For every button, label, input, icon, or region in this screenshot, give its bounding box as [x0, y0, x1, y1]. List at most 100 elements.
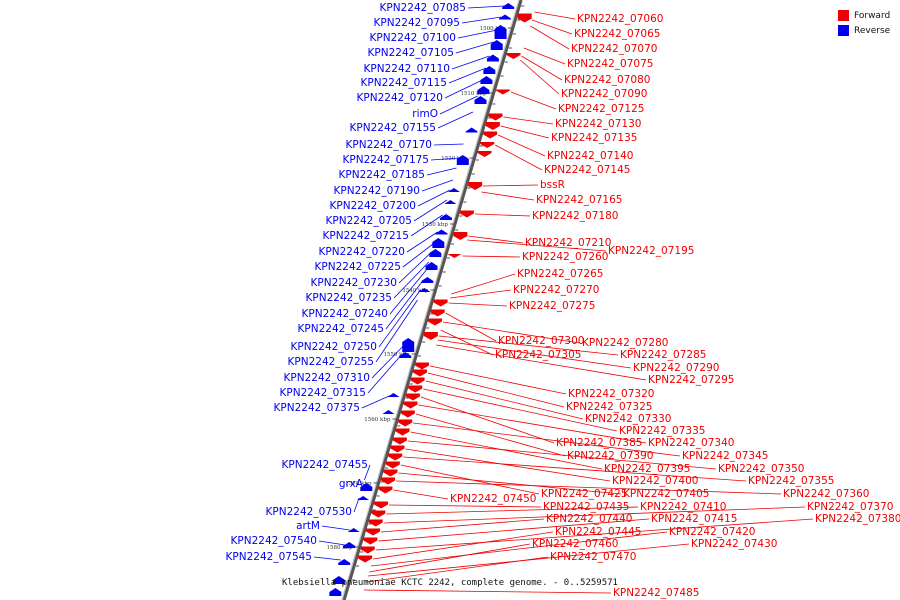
- map-caption: Klebsiella pneumoniae KCTC 2242, complet…: [282, 578, 618, 588]
- forward-gene-leader: [498, 134, 546, 157]
- reverse-gene-leader: [371, 344, 405, 379]
- legend-reverse: Reverse: [838, 23, 890, 38]
- reverse-gene-leader: [437, 111, 474, 129]
- forward-gene-arrow: [488, 113, 503, 121]
- strand-legend: Forward Reverse: [838, 8, 890, 38]
- forward-gene-leader: [403, 456, 747, 482]
- forward-gene-leader: [370, 531, 668, 567]
- reverse-gene-leader: [393, 261, 429, 299]
- forward-gene-arrow: [388, 453, 403, 461]
- reverse-gene-label-kpn2242-07190: KPN2242_07190: [334, 185, 420, 197]
- forward-gene-leader: [425, 380, 584, 420]
- forward-gene-leader: [510, 91, 557, 110]
- forward-gene-arrow: [358, 555, 373, 563]
- forward-gene-leader: [483, 184, 539, 187]
- forward-gene-label-kpn2242-07285: KPN2242_07285: [620, 349, 706, 361]
- tick-label: 1530 kbp: [422, 222, 449, 228]
- reverse-gene-label-kpn2242-07315: KPN2242_07315: [280, 387, 366, 399]
- reverse-gene-label-kpn2242-07105: KPN2242_07105: [368, 47, 454, 59]
- forward-swatch: [838, 10, 849, 21]
- reverse-gene-label-kpn2242-07545: KPN2242_07545: [226, 551, 312, 563]
- forward-gene-arrow: [506, 53, 521, 59]
- forward-gene-label-kpn2242-07485: KPN2242_07485: [613, 587, 699, 599]
- reverse-gene-arrow: [399, 352, 412, 358]
- forward-gene-arrow: [485, 122, 500, 130]
- forward-gene-label-kpn2242-07300: KPN2242_07300: [498, 335, 584, 347]
- reverse-gene-label-kpn2242-07170: KPN2242_07170: [346, 139, 432, 151]
- forward-gene-label-kpn2242-07350: KPN2242_07350: [718, 463, 804, 475]
- reverse-gene-leader: [364, 464, 371, 481]
- tick-label: 1550 kbp: [383, 352, 410, 358]
- forward-gene-leader: [366, 556, 549, 583]
- forward-gene-arrow: [405, 393, 420, 401]
- forward-gene-label-kpn2242-07165: KPN2242_07165: [536, 194, 622, 206]
- reverse-gene-arrow: [347, 528, 360, 532]
- forward-gene-leader: [386, 506, 639, 515]
- forward-gene-label-kpn2242-07140: KPN2242_07140: [547, 150, 633, 162]
- forward-gene-label-kpn2242-07125: KPN2242_07125: [558, 103, 644, 115]
- reverse-gene-arrow: [474, 96, 487, 104]
- tick-label: 1540 kbp: [402, 288, 429, 294]
- forward-gene-label-kpn2242-07380: KPN2242_07380: [815, 513, 900, 525]
- reverse-gene-label-kpn2242-07225: KPN2242_07225: [315, 261, 401, 273]
- reverse-gene-label-kpn2242-07230: KPN2242_07230: [311, 277, 397, 289]
- reverse-gene-label-kpn2242-07215: KPN2242_07215: [323, 230, 409, 242]
- reverse-gene-leader: [402, 242, 435, 268]
- reverse-gene-arrow: [444, 200, 457, 204]
- forward-gene-leader: [467, 239, 607, 252]
- forward-gene-leader: [429, 365, 567, 395]
- forward-gene-leader: [398, 472, 622, 495]
- forward-gene-leader: [451, 273, 516, 295]
- reverse-gene-leader: [389, 269, 427, 315]
- forward-gene-arrow: [412, 369, 427, 377]
- forward-gene-leader: [393, 489, 449, 500]
- reverse-gene-label-kpn2242-07095: KPN2242_07095: [374, 17, 460, 29]
- reverse-gene-leader: [378, 289, 421, 348]
- reverse-gene-arrow: [421, 277, 434, 283]
- forward-gene-label-kpn2242-07395: KPN2242_07395: [604, 463, 690, 475]
- reverse-gene-label-kpn2242-07175: KPN2242_07175: [343, 154, 429, 166]
- reverse-gene-arrow: [329, 588, 342, 596]
- reverse-gene-leader: [439, 95, 478, 115]
- reverse-gene-leader: [444, 79, 483, 99]
- forward-gene-label-kpn2242-07410: KPN2242_07410: [640, 501, 726, 513]
- reverse-gene-leader: [375, 299, 418, 363]
- reverse-gene-leader: [410, 214, 443, 237]
- forward-gene-arrow: [383, 469, 398, 477]
- reverse-gene-leader: [417, 189, 451, 207]
- forward-gene-label-kpn2242-07290: KPN2242_07290: [633, 362, 719, 374]
- forward-gene-leader: [534, 11, 576, 20]
- reverse-gene-label-kpn2242-07375: KPN2242_07375: [274, 402, 360, 414]
- tick-label: 1520 kbp: [441, 156, 468, 162]
- forward-gene-arrow: [483, 131, 498, 139]
- forward-gene-label-kpn2242-07370: KPN2242_07370: [807, 501, 893, 513]
- reverse-gene-label-kpn2242-07100: KPN2242_07100: [370, 32, 456, 44]
- forward-gene-arrow: [423, 332, 438, 340]
- reverse-gene-arrow: [439, 214, 452, 220]
- forward-gene-label-kpn2242-07090: KPN2242_07090: [561, 88, 647, 100]
- forward-gene-label-kpn2242-07325: KPN2242_07325: [566, 401, 652, 413]
- genome-axis-shadow: [342, 0, 523, 600]
- reverse-gene-label-rimo: rimO: [412, 108, 438, 120]
- forward-gene-label-kpn2242-07260: KPN2242_07260: [522, 251, 608, 263]
- forward-gene-arrow: [395, 428, 410, 436]
- forward-gene-arrow: [447, 254, 462, 258]
- reverse-gene-leader: [398, 251, 432, 284]
- forward-gene-leader: [375, 518, 814, 551]
- forward-gene-label-kpn2242-07420: KPN2242_07420: [669, 526, 755, 538]
- reverse-gene-arrow: [343, 542, 356, 548]
- forward-gene-label-kpn2242-07390: KPN2242_07390: [567, 450, 653, 462]
- forward-gene-label-kpn2242-07415: KPN2242_07415: [651, 513, 737, 525]
- forward-gene-arrow: [368, 519, 383, 527]
- reverse-gene-arrow: [338, 559, 351, 565]
- forward-gene-label-kpn2242-07070: KPN2242_07070: [571, 43, 657, 55]
- forward-gene-arrow: [390, 445, 405, 453]
- reverse-gene-arrow: [425, 262, 438, 270]
- forward-gene-leader: [500, 125, 550, 139]
- reverse-gene-arrow: [477, 86, 490, 94]
- reverse-gene-leader: [461, 16, 502, 24]
- forward-gene-label-kpn2242-07385: KPN2242_07385: [556, 437, 642, 449]
- forward-gene-label-kpn2242-07135: KPN2242_07135: [551, 132, 637, 144]
- forward-gene-label-kpn2242-07340: KPN2242_07340: [648, 437, 734, 449]
- forward-gene-label-kpn2242-07360: KPN2242_07360: [783, 488, 869, 500]
